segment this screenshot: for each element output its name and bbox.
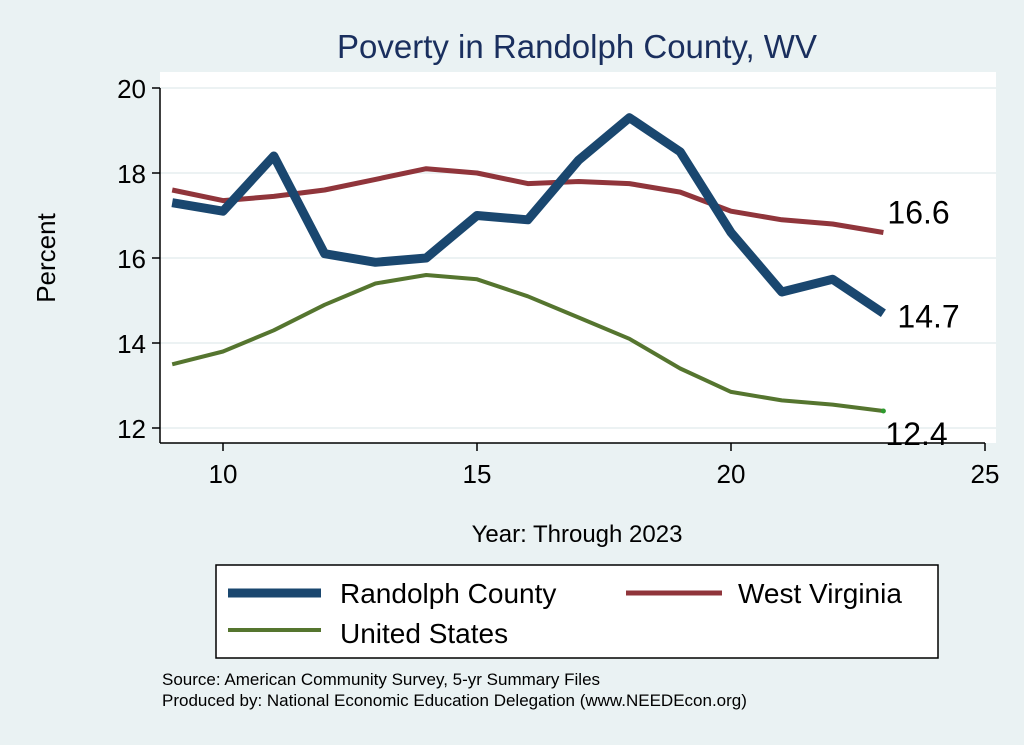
y-axis-label: Percent [31, 212, 61, 302]
y-tick-label: 16 [117, 244, 146, 274]
x-axis-label: Year: Through 2023 [472, 521, 683, 548]
series-lines [171, 113, 886, 414]
end-labels: 14.7 16.6 12.4 [885, 195, 959, 453]
produced-by-note: Produced by: National Economic Education… [162, 691, 747, 710]
series-line-united-states [171, 273, 884, 413]
y-tick-label: 12 [117, 414, 146, 444]
grid-lines [160, 87, 996, 429]
legend-label: Randolph County [340, 578, 556, 609]
legend-label: United States [340, 618, 508, 649]
end-label-united-states: 12.4 [885, 416, 947, 452]
series-line-randolph-county [171, 113, 886, 318]
end-label-west-virginia: 16.6 [887, 195, 949, 231]
y-tick-label: 18 [117, 159, 146, 189]
source-note: Source: American Community Survey, 5-yr … [162, 670, 601, 689]
x-tick-label: 15 [463, 459, 492, 489]
y-tick-label: 14 [117, 329, 146, 359]
x-tick-label: 10 [209, 459, 238, 489]
y-tick-label: 20 [117, 74, 146, 104]
axes: 12 14 16 18 20 10 15 20 25 [117, 74, 999, 489]
x-tick-label: 25 [971, 459, 1000, 489]
chart-title: Poverty in Randolph County, WV [337, 28, 817, 65]
series-end-marker [880, 408, 886, 414]
end-label-randolph-county: 14.7 [897, 298, 959, 334]
x-tick-label: 20 [717, 459, 746, 489]
legend: Randolph County West Virginia United State… [215, 564, 939, 659]
legend-label: West Virginia [738, 578, 902, 609]
legend-box [215, 564, 939, 659]
